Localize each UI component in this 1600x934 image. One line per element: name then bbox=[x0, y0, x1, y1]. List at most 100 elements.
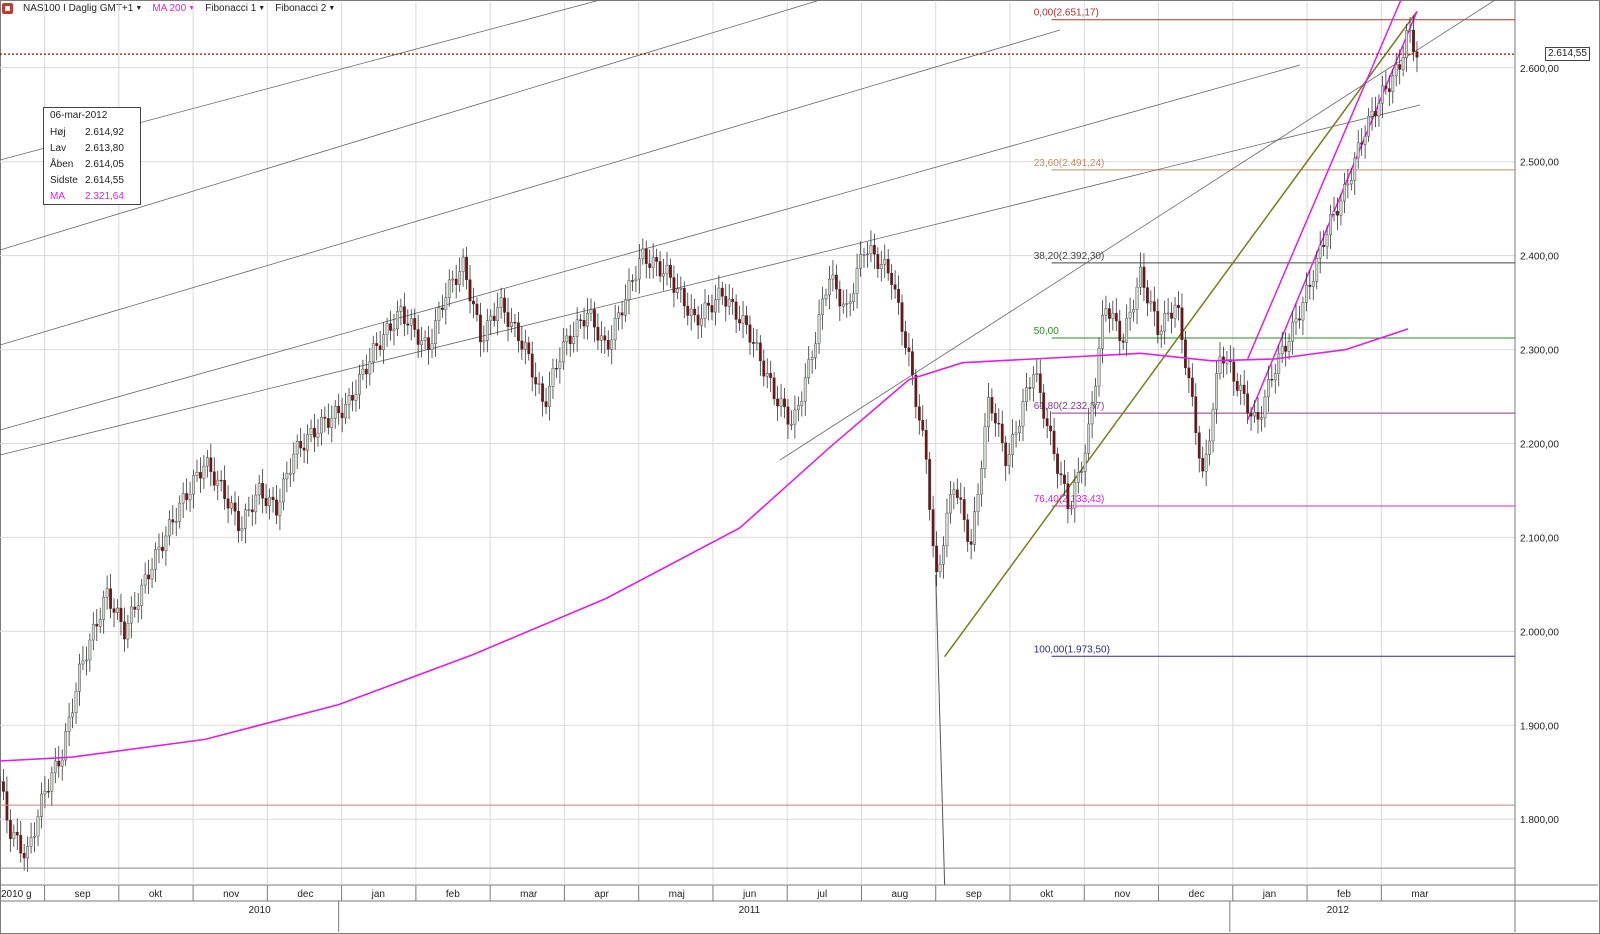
y-tick-label: 2.500,00 bbox=[1520, 158, 1559, 169]
candle-body bbox=[1363, 135, 1367, 145]
year-label: 2012 bbox=[1327, 905, 1350, 916]
candle-body bbox=[1318, 244, 1322, 259]
candle-body bbox=[292, 453, 296, 474]
candle-body bbox=[679, 288, 683, 290]
candle-body bbox=[1211, 408, 1215, 442]
candle-body bbox=[596, 326, 600, 341]
candle-body bbox=[389, 323, 392, 331]
candle-body bbox=[1135, 286, 1139, 310]
candle-body bbox=[1045, 418, 1049, 427]
candle-body bbox=[828, 278, 831, 296]
candle-body bbox=[1114, 312, 1118, 322]
candle-body bbox=[475, 303, 479, 316]
candle-body bbox=[378, 345, 382, 350]
candle-body bbox=[817, 314, 821, 344]
fib-level-label: 50,00 bbox=[1034, 326, 1059, 337]
x-tick-label: dec bbox=[1189, 889, 1205, 900]
candle-body bbox=[330, 418, 334, 428]
ma200-line bbox=[0, 328, 1409, 762]
candle-body bbox=[216, 479, 220, 486]
candle-body bbox=[309, 428, 313, 435]
chevron-down-icon: ▼ bbox=[135, 4, 143, 12]
candle-body bbox=[658, 261, 662, 277]
candle-body bbox=[1349, 180, 1353, 185]
candle-body bbox=[1284, 345, 1288, 352]
y-tick-label: 2.300,00 bbox=[1520, 346, 1559, 357]
candle-body bbox=[1118, 320, 1122, 341]
candle-body bbox=[136, 605, 140, 610]
candle-body bbox=[952, 489, 956, 495]
candle-body bbox=[1246, 393, 1250, 414]
candle-body bbox=[1304, 284, 1308, 303]
candle-body bbox=[178, 502, 182, 522]
instrument-menu[interactable]: NAS100 I Daglig GMT+1 ▼ bbox=[23, 3, 142, 14]
candle-body bbox=[1177, 304, 1180, 308]
candle-body bbox=[437, 307, 441, 321]
candle-body bbox=[555, 367, 558, 370]
candle-body bbox=[468, 279, 472, 302]
candle-body bbox=[36, 816, 40, 837]
candle-body bbox=[375, 343, 379, 346]
candle-body bbox=[876, 254, 880, 269]
fibonacci-1-menu[interactable]: Fibonacci 1 ▼ bbox=[205, 3, 265, 14]
y-tick-label: 2.200,00 bbox=[1520, 440, 1559, 451]
candle-body bbox=[997, 422, 1001, 425]
candle-body bbox=[717, 287, 721, 300]
candle-body bbox=[1353, 157, 1357, 181]
ma-menu[interactable]: MA 200 ▼ bbox=[152, 3, 195, 14]
candle-body bbox=[1384, 85, 1388, 89]
candle-body bbox=[1063, 474, 1066, 484]
candle-body bbox=[1287, 341, 1291, 352]
y-tick-label: 2.000,00 bbox=[1520, 627, 1559, 638]
candle-body bbox=[786, 406, 790, 425]
candle-body bbox=[1090, 404, 1094, 425]
fibonacci-2-menu[interactable]: Fibonacci 2 ▼ bbox=[275, 3, 335, 14]
candle-body bbox=[154, 549, 157, 570]
x-tick-label: mar bbox=[520, 889, 538, 900]
candle-body bbox=[637, 258, 641, 280]
candle-body bbox=[53, 760, 57, 773]
candle-body bbox=[1056, 453, 1059, 474]
candle-body bbox=[582, 320, 586, 327]
candle-body bbox=[95, 623, 99, 627]
fib-level-label: 38,20(2.392,30) bbox=[1034, 251, 1105, 262]
candle-body bbox=[593, 309, 596, 328]
x-tick-label: nov bbox=[223, 889, 239, 900]
candle-body bbox=[1139, 266, 1142, 288]
candle-body bbox=[945, 512, 949, 547]
candle-body bbox=[1042, 392, 1046, 419]
candle-body bbox=[935, 545, 938, 573]
candle-body bbox=[1035, 373, 1039, 376]
candle-body bbox=[1377, 103, 1381, 117]
candle-body bbox=[5, 791, 9, 821]
candle-body bbox=[1000, 423, 1004, 443]
candle-body bbox=[57, 760, 61, 767]
candle-body bbox=[682, 288, 686, 307]
candle-body bbox=[257, 482, 261, 496]
candle-body bbox=[613, 318, 617, 341]
candle-body bbox=[299, 440, 303, 449]
candle-body bbox=[281, 478, 285, 503]
candle-body bbox=[599, 335, 603, 341]
candle-body bbox=[105, 588, 109, 598]
app-logo-icon bbox=[2, 2, 13, 14]
candle-body bbox=[209, 457, 213, 472]
candle-body bbox=[959, 497, 963, 500]
candle-body bbox=[112, 608, 116, 613]
candle-body bbox=[1025, 387, 1028, 403]
y-tick-label: 1.900,00 bbox=[1520, 721, 1559, 732]
candle-body bbox=[644, 248, 648, 264]
x-tick-label: feb bbox=[446, 889, 460, 900]
candle-body bbox=[43, 791, 47, 795]
candle-body bbox=[672, 277, 676, 293]
x-tick-label: mar bbox=[1411, 889, 1429, 900]
candle-body bbox=[1066, 483, 1070, 510]
candle-body bbox=[1301, 302, 1305, 321]
candle-body bbox=[88, 639, 92, 661]
candle-body bbox=[1184, 339, 1187, 369]
candle-body bbox=[1256, 412, 1260, 420]
candle-body bbox=[1031, 374, 1035, 389]
candle-body bbox=[734, 301, 738, 320]
candle-body bbox=[133, 606, 137, 610]
